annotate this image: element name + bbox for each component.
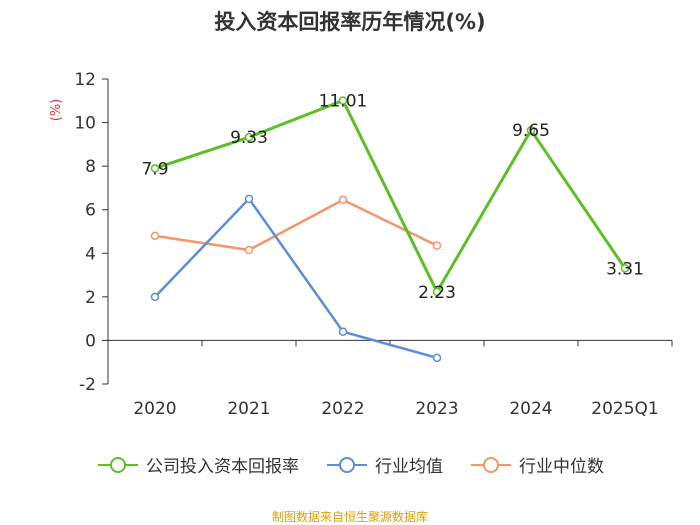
data-point-industry-mean <box>244 194 254 204</box>
x-tick-label: 2021 <box>227 399 270 419</box>
y-tick-label: 0 <box>85 331 96 351</box>
data-label: 7.9 <box>141 159 168 179</box>
legend: 公司投入资本回报率 行业均值 行业中位数 <box>0 452 700 477</box>
legend-swatch-industry-median <box>471 456 511 473</box>
legend-item-company[interactable]: 公司投入资本回报率 <box>96 452 299 477</box>
legend-swatch-company <box>98 456 138 473</box>
data-label: 9.65 <box>512 121 550 141</box>
series-line-industry-mean <box>154 197 438 360</box>
data-label: 9.33 <box>230 128 268 148</box>
data-point-company <box>244 132 254 142</box>
y-axis-label: (%) <box>49 99 64 122</box>
data-point-company <box>338 96 348 105</box>
y-tick-label: -2 <box>79 375 96 395</box>
x-tick-label: 2025Q1 <box>591 399 658 419</box>
data-label: 11.01 <box>319 92 368 112</box>
source-note: 制图数据来自恒生聚源数据库 <box>271 510 428 524</box>
x-tick-label: 2024 <box>509 399 552 419</box>
legend-item-industry-median[interactable]: 行业中位数 <box>469 452 604 477</box>
legend-label-industry-median: 行业中位数 <box>519 457 604 477</box>
series-line-company <box>154 99 627 294</box>
data-point-company <box>620 264 630 273</box>
data-point-company <box>150 164 160 173</box>
y-tick-label: 12 <box>74 70 96 90</box>
data-point-industry-median <box>244 245 254 255</box>
legend-label-company: 公司投入资本回报率 <box>146 457 299 477</box>
data-point-industry-mean <box>338 327 348 336</box>
data-label: 2.23 <box>418 283 456 303</box>
data-point-company <box>432 287 442 297</box>
data-point-industry-mean <box>150 292 160 302</box>
legend-item-industry-mean[interactable]: 行业均值 <box>325 452 443 477</box>
data-point-industry-median <box>338 195 348 205</box>
legend-swatch-industry-mean <box>327 456 367 473</box>
y-tick-label: 10 <box>74 114 96 134</box>
chart-title: 投入资本回报率历年情况(%) <box>214 10 486 34</box>
series-line-industry-median <box>154 198 438 252</box>
legend-label-industry-mean: 行业均值 <box>375 457 443 477</box>
y-tick-label: 8 <box>85 157 96 177</box>
data-point-industry-median <box>432 241 442 250</box>
data-point-company <box>526 125 536 135</box>
x-tick-label: 2023 <box>415 399 458 419</box>
y-tick-label: 4 <box>85 244 96 264</box>
x-tick-label: 2020 <box>133 399 176 419</box>
data-point-industry-mean <box>432 353 442 363</box>
y-tick-label: 2 <box>85 288 96 308</box>
data-label: 3.31 <box>606 259 644 279</box>
y-tick-label: 6 <box>85 201 96 221</box>
x-tick-label: 2022 <box>321 399 364 419</box>
data-point-industry-median <box>150 231 160 241</box>
